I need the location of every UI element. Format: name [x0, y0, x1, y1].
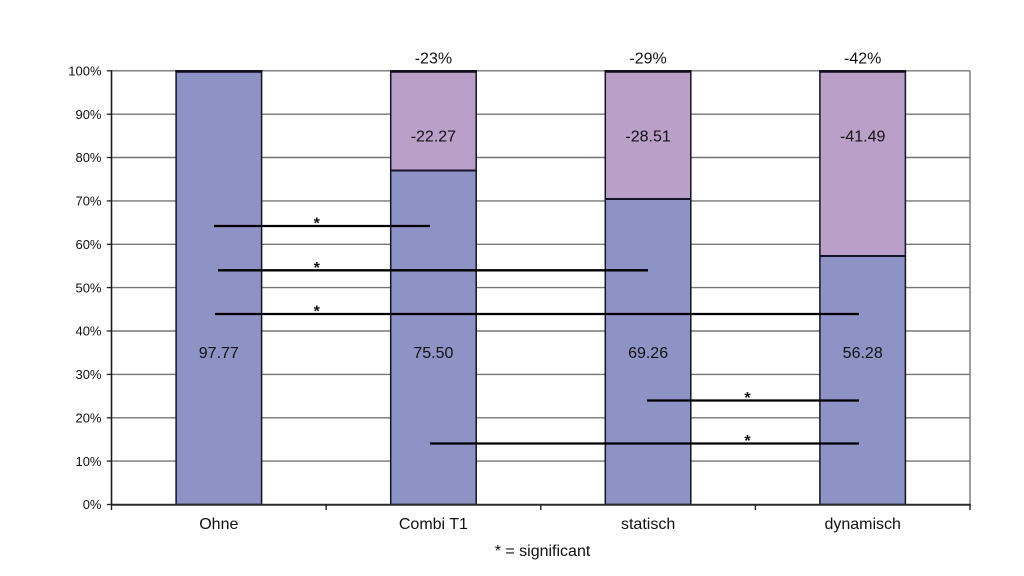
- svg-text:60%: 60%: [75, 237, 101, 252]
- svg-text:100%: 100%: [68, 64, 102, 79]
- svg-text:*: *: [314, 304, 321, 321]
- svg-text:-28.51: -28.51: [625, 129, 670, 146]
- svg-text:-29%: -29%: [629, 50, 666, 67]
- svg-text:-23%: -23%: [415, 50, 452, 67]
- svg-text:Ohne: Ohne: [199, 516, 238, 533]
- svg-text:-22.27: -22.27: [411, 129, 456, 146]
- svg-text:50%: 50%: [75, 280, 101, 295]
- svg-text:75.50: 75.50: [413, 345, 453, 362]
- svg-text:20%: 20%: [75, 411, 101, 426]
- svg-text:*: *: [744, 390, 751, 407]
- svg-text:0%: 0%: [83, 497, 102, 512]
- svg-text:80%: 80%: [75, 150, 101, 165]
- svg-text:-41.49: -41.49: [840, 129, 885, 146]
- svg-text:56.28: 56.28: [843, 345, 883, 362]
- svg-text:*: *: [744, 433, 751, 450]
- svg-text:90%: 90%: [75, 107, 101, 122]
- svg-text:*: *: [314, 216, 321, 233]
- svg-text:*: *: [314, 260, 321, 277]
- svg-text:statisch: statisch: [621, 516, 675, 533]
- svg-text:69.26: 69.26: [628, 345, 668, 362]
- svg-text:30%: 30%: [75, 367, 101, 382]
- svg-text:70%: 70%: [75, 194, 101, 209]
- svg-text:10%: 10%: [75, 454, 101, 469]
- svg-text:-42%: -42%: [844, 50, 881, 67]
- svg-text:dynamisch: dynamisch: [824, 516, 900, 533]
- svg-text:97.77: 97.77: [199, 345, 239, 362]
- svg-text:40%: 40%: [75, 324, 101, 339]
- svg-text:* = significant: * = significant: [495, 543, 591, 560]
- svg-text:Combi T1: Combi T1: [399, 516, 468, 533]
